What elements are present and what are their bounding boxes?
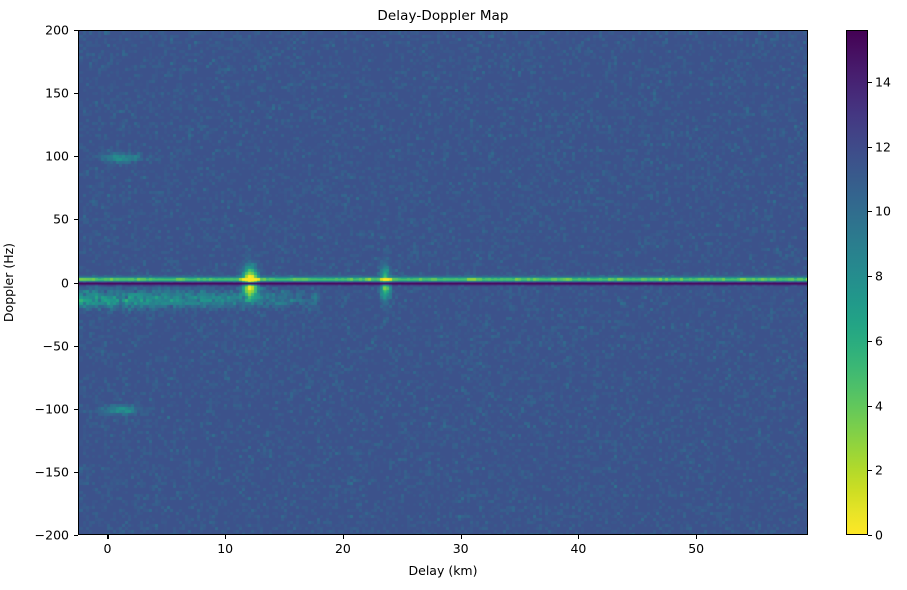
x-tick-mark [696,535,698,539]
y-tick-mark [74,408,78,410]
colorbar-tick-mark [868,470,872,472]
colorbar-tick-label: 12 [875,139,891,155]
y-tick-mark [74,156,78,158]
y-axis-label: Doppler (Hz) [0,30,18,535]
y-tick-label: 200 [45,22,69,38]
x-tick-label: 30 [452,541,469,556]
x-tick-mark [107,535,109,539]
y-tick-mark [74,471,78,473]
colorbar-tick-label: 6 [875,333,883,349]
y-tick-label: −200 [34,527,69,543]
colorbar-tick-label: 4 [875,398,883,413]
y-tick-mark [74,93,78,95]
y-tick-label: 150 [45,85,69,101]
x-tick-label: 40 [570,541,587,556]
y-tick-mark [74,219,78,221]
x-tick-mark [578,535,580,539]
x-tick-mark [342,535,344,539]
colorbar-tick-label: 8 [875,268,883,284]
colorbar-tick-label: 0 [875,527,883,543]
x-axis-label: Delay (km) [408,563,478,578]
y-tick-mark [74,345,78,347]
y-tick-label: 0 [61,275,69,290]
colorbar [846,30,868,535]
y-tick-label: −100 [34,401,69,417]
colorbar-tick-mark [868,211,872,213]
delay-doppler-heatmap [79,31,807,534]
x-tick-label: 50 [688,541,705,556]
x-tick-label: 0 [103,541,112,556]
colorbar-tick-label: 14 [875,74,891,90]
x-tick-mark [225,535,227,539]
colorbar-tick-mark [868,81,872,83]
colorbar-tick-mark [868,405,872,407]
x-tick-mark [460,535,462,539]
y-tick-mark [74,30,78,32]
y-tick-mark [74,535,78,537]
y-tick-label: −50 [42,338,69,354]
colorbar-tick-mark [868,146,872,148]
colorbar-gradient [847,31,867,534]
colorbar-tick-label: 2 [875,462,883,478]
colorbar-tick-mark [868,276,872,278]
x-tick-label: 10 [217,541,234,556]
y-tick-label: 50 [53,211,69,227]
page-title: Delay-Doppler Map [377,8,509,24]
y-axis-label-text: Doppler (Hz) [1,242,17,323]
colorbar-tick-label: 10 [875,203,891,219]
y-tick-label: 100 [45,148,69,164]
heatmap-plot-area [78,30,808,535]
y-tick-label: −150 [34,464,69,480]
x-tick-label: 20 [334,541,351,556]
colorbar-tick-mark [868,535,872,537]
y-tick-mark [74,282,78,284]
colorbar-tick-mark [868,340,872,342]
